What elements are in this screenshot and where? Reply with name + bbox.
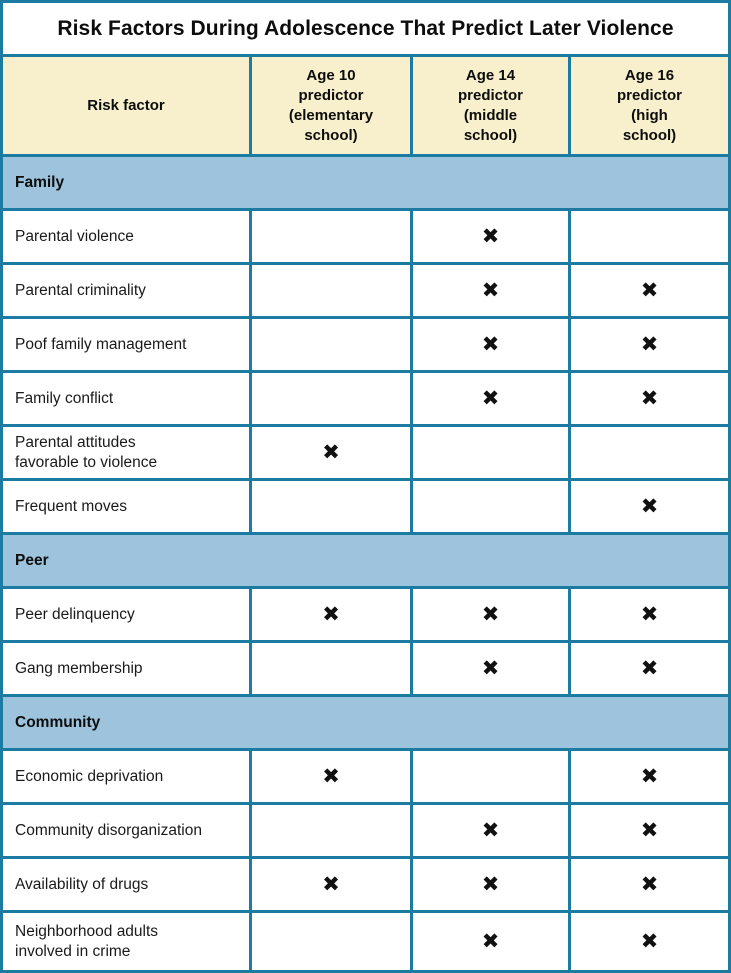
x-mark: ✖ xyxy=(640,386,659,410)
header-risk-factor: Risk factor xyxy=(3,57,252,154)
mark-cell: ✖ xyxy=(571,913,728,970)
mark-cell: ✖ xyxy=(571,319,728,370)
mark-cell xyxy=(252,373,413,424)
table-row: Gang membership ✖ ✖ xyxy=(3,643,728,697)
table-row: Economic deprivation ✖ ✖ xyxy=(3,751,728,805)
table-row: Parental attitudes favorable to violence… xyxy=(3,427,728,481)
mark-cell xyxy=(252,805,413,856)
mark-cell: ✖ xyxy=(413,211,571,262)
x-mark: ✖ xyxy=(640,764,659,788)
section-row-community: Community xyxy=(3,697,728,751)
mark-cell xyxy=(413,481,571,532)
risk-factor-cell: Availability of drugs xyxy=(3,859,252,910)
mark-cell: ✖ xyxy=(571,373,728,424)
risk-factor-cell: Frequent moves xyxy=(3,481,252,532)
table-title: Risk Factors During Adolescence That Pre… xyxy=(57,16,674,40)
mark-cell: ✖ xyxy=(413,805,571,856)
table-body: Family Parental violence ✖ Parental crimina… xyxy=(3,157,728,970)
mark-cell: ✖ xyxy=(252,859,413,910)
mark-cell xyxy=(413,751,571,802)
section-row-family: Family xyxy=(3,157,728,211)
table-row: Parental criminality ✖ ✖ xyxy=(3,265,728,319)
table-header-row: Risk factor Age 10 predictor (elementary… xyxy=(3,57,728,157)
risk-factor-cell: Economic deprivation xyxy=(3,751,252,802)
table-row: Parental violence ✖ xyxy=(3,211,728,265)
mark-cell: ✖ xyxy=(571,751,728,802)
x-mark: ✖ xyxy=(322,764,340,788)
x-mark: ✖ xyxy=(322,602,340,626)
risk-factor-cell: Parental attitudes favorable to violence xyxy=(3,427,252,478)
x-mark: ✖ xyxy=(481,602,500,626)
mark-cell: ✖ xyxy=(571,481,728,532)
section-label: Family xyxy=(15,173,65,191)
table-title-row: Risk Factors During Adolescence That Pre… xyxy=(3,3,728,57)
table-row: Peer delinquency ✖ ✖ ✖ xyxy=(3,589,728,643)
mark-cell xyxy=(252,211,413,262)
table-row: Family conflict ✖ ✖ xyxy=(3,373,728,427)
x-mark: ✖ xyxy=(640,656,659,680)
x-mark: ✖ xyxy=(481,929,500,953)
section-label: Peer xyxy=(15,551,49,569)
mark-cell: ✖ xyxy=(571,265,728,316)
risk-factor-cell: Family conflict xyxy=(3,373,252,424)
table-row: Frequent moves ✖ xyxy=(3,481,728,535)
section-row-peer: Peer xyxy=(3,535,728,589)
mark-cell xyxy=(571,427,728,478)
mark-cell: ✖ xyxy=(413,319,571,370)
mark-cell: ✖ xyxy=(413,913,571,970)
x-mark: ✖ xyxy=(640,872,659,896)
mark-cell: ✖ xyxy=(413,859,571,910)
mark-cell xyxy=(571,211,728,262)
x-mark: ✖ xyxy=(481,332,500,356)
mark-cell xyxy=(252,265,413,316)
header-age-10-predictor: Age 10 predictor (elementary school) xyxy=(252,57,413,154)
mark-cell: ✖ xyxy=(252,751,413,802)
risk-factor-cell: Neighborhood adults involved in crime xyxy=(3,913,252,970)
x-mark: ✖ xyxy=(640,332,659,356)
x-mark: ✖ xyxy=(640,278,659,302)
mark-cell: ✖ xyxy=(413,265,571,316)
risk-factor-cell: Gang membership xyxy=(3,643,252,694)
mark-cell: ✖ xyxy=(571,805,728,856)
mark-cell xyxy=(252,643,413,694)
x-mark: ✖ xyxy=(640,818,659,842)
table-row: Poof family management ✖ ✖ xyxy=(3,319,728,373)
risk-factor-cell: Community disorganization xyxy=(3,805,252,856)
x-mark: ✖ xyxy=(481,818,500,842)
risk-factor-cell: Parental violence xyxy=(3,211,252,262)
header-age-16-predictor: Age 16 predictor (high school) xyxy=(616,66,682,144)
risk-factor-cell: Poof family management xyxy=(3,319,252,370)
mark-cell: ✖ xyxy=(252,427,413,478)
table-row: Availability of drugs ✖ ✖ ✖ xyxy=(3,859,728,913)
mark-cell: ✖ xyxy=(413,589,571,640)
mark-cell xyxy=(252,319,413,370)
x-mark: ✖ xyxy=(322,440,340,464)
mark-cell: ✖ xyxy=(571,859,728,910)
mark-cell: ✖ xyxy=(413,643,571,694)
header-age-14-predictor: Age 14 predictor (middle school) xyxy=(413,57,571,154)
x-mark: ✖ xyxy=(481,224,500,248)
mark-cell xyxy=(252,913,413,970)
risk-factor-cell: Parental criminality xyxy=(3,265,252,316)
table-row: Community disorganization ✖ ✖ xyxy=(3,805,728,859)
mark-cell xyxy=(413,427,571,478)
x-mark: ✖ xyxy=(481,872,500,896)
mark-cell: ✖ xyxy=(571,589,728,640)
x-mark: ✖ xyxy=(481,278,500,302)
x-mark: ✖ xyxy=(481,386,500,410)
x-mark: ✖ xyxy=(640,929,659,953)
x-mark: ✖ xyxy=(322,872,340,896)
risk-factor-cell: Peer delinquency xyxy=(3,589,252,640)
section-label: Community xyxy=(15,713,101,731)
mark-cell: ✖ xyxy=(413,373,571,424)
x-mark: ✖ xyxy=(640,494,659,518)
x-mark: ✖ xyxy=(481,656,500,680)
mark-cell xyxy=(252,481,413,532)
x-mark: ✖ xyxy=(640,602,659,626)
mark-cell: ✖ xyxy=(571,643,728,694)
table-row: Neighborhood adults involved in crime ✖ ✖ xyxy=(3,913,728,970)
mark-cell: ✖ xyxy=(252,589,413,640)
